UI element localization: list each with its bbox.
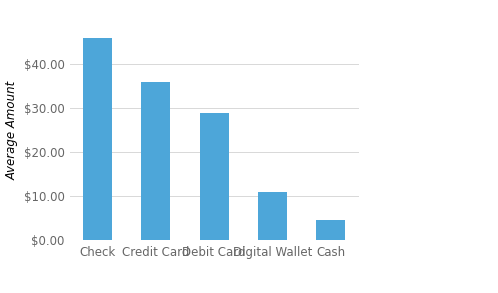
Bar <box>83 38 112 240</box>
Bar <box>258 192 287 240</box>
Bar <box>200 113 229 240</box>
Bar <box>141 82 170 240</box>
Bar <box>316 220 346 240</box>
Y-axis label: Average Amount: Average Amount <box>5 81 18 180</box>
